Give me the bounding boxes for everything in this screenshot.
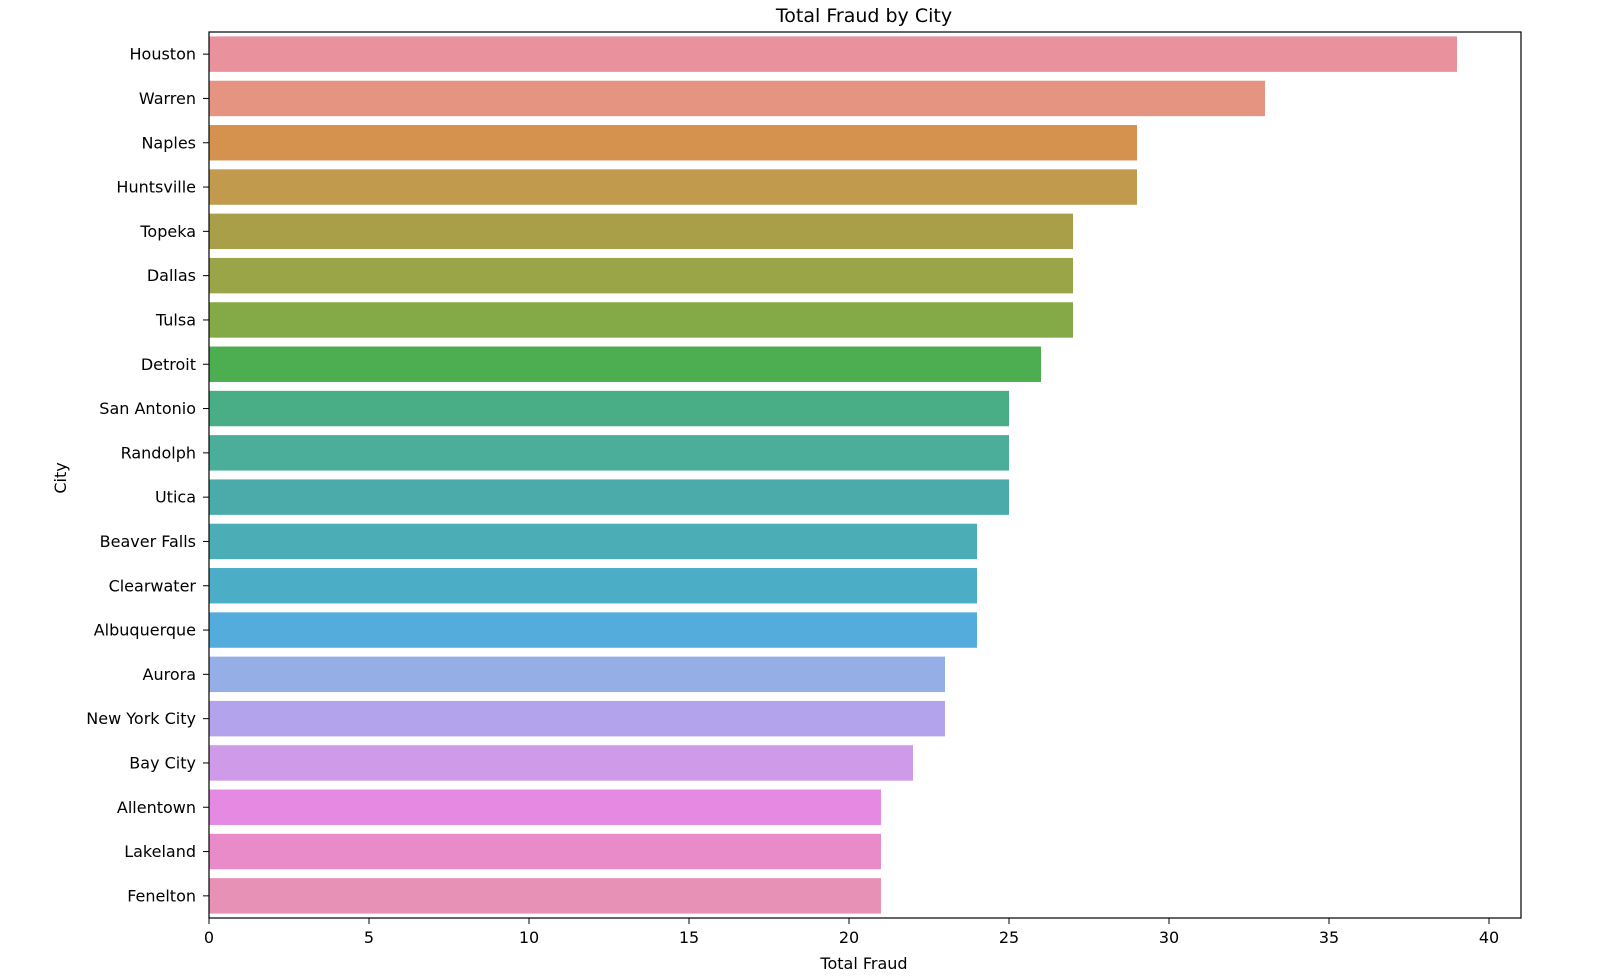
bar-beaver-falls	[209, 523, 977, 560]
y-tick-label: Fenelton	[127, 886, 196, 905]
bar-fenelton	[209, 878, 881, 914]
bar-clearwater	[209, 568, 977, 604]
bar-naples	[209, 125, 1137, 161]
x-tick-label: 35	[1319, 928, 1339, 947]
bar-warren	[209, 80, 1265, 117]
y-tick-label: Bay City	[129, 753, 196, 772]
bar-albuquerque	[209, 612, 977, 648]
y-tick-label: Huntsville	[116, 178, 196, 197]
y-tick-label: Albuquerque	[94, 621, 196, 640]
y-tick-label: Lakeland	[124, 842, 196, 861]
y-tick-label: Randolph	[121, 443, 196, 462]
y-tick-label: Clearwater	[109, 576, 197, 595]
y-tick-label: Dallas	[147, 266, 196, 285]
x-tick-label: 30	[1159, 928, 1179, 947]
bar-lakeland	[209, 833, 881, 870]
y-tick-label: Tulsa	[155, 310, 196, 329]
bar-huntsville	[209, 169, 1137, 205]
bar-new-york-city	[209, 700, 945, 737]
y-tick-label: San Antonio	[99, 399, 196, 418]
chart-title: Total Fraud by City	[775, 5, 952, 27]
y-axis-title: City	[51, 462, 70, 493]
bar-dallas	[209, 257, 1073, 294]
y-tick-label: Utica	[155, 488, 196, 507]
bars-group	[209, 36, 1457, 914]
y-tick-label: Topeka	[139, 222, 196, 241]
y-tick-label: Beaver Falls	[100, 532, 196, 551]
y-tick-label: Detroit	[141, 355, 196, 374]
y-tick-label: Warren	[139, 89, 196, 108]
bar-detroit	[209, 346, 1041, 382]
bar-tulsa	[209, 302, 1073, 338]
bar-topeka	[209, 213, 1073, 250]
x-tick-label: 15	[679, 928, 699, 947]
plot-frame	[208, 31, 1522, 919]
y-tick-label: Aurora	[143, 665, 196, 684]
x-tick-label: 5	[364, 928, 374, 947]
y-tick-label: Naples	[141, 133, 196, 152]
bar-aurora	[209, 656, 945, 693]
x-tick-label: 20	[839, 928, 859, 947]
bar-allentown	[209, 789, 881, 825]
bar-utica	[209, 479, 1009, 515]
bar-bay-city	[209, 745, 913, 781]
x-tick-label: 10	[519, 928, 539, 947]
bar-houston	[209, 36, 1457, 72]
y-tick-label: Houston	[130, 45, 197, 64]
x-tick-label: 25	[999, 928, 1019, 947]
x-tick-label: 0	[204, 928, 214, 947]
y-axis-ticks: Houston Warren Naples Huntsville Topeka Dalla…	[86, 45, 209, 905]
y-tick-label: New York City	[86, 709, 196, 728]
x-axis-ticks: 0 5 10 15 20 25 30 35 40	[204, 918, 1499, 947]
bar-san-antonio	[209, 390, 1009, 427]
y-tick-label: Allentown	[117, 798, 196, 817]
x-tick-label: 40	[1479, 928, 1499, 947]
bar-randolph	[209, 435, 1009, 471]
x-axis-title: Total Fraud	[819, 954, 907, 973]
